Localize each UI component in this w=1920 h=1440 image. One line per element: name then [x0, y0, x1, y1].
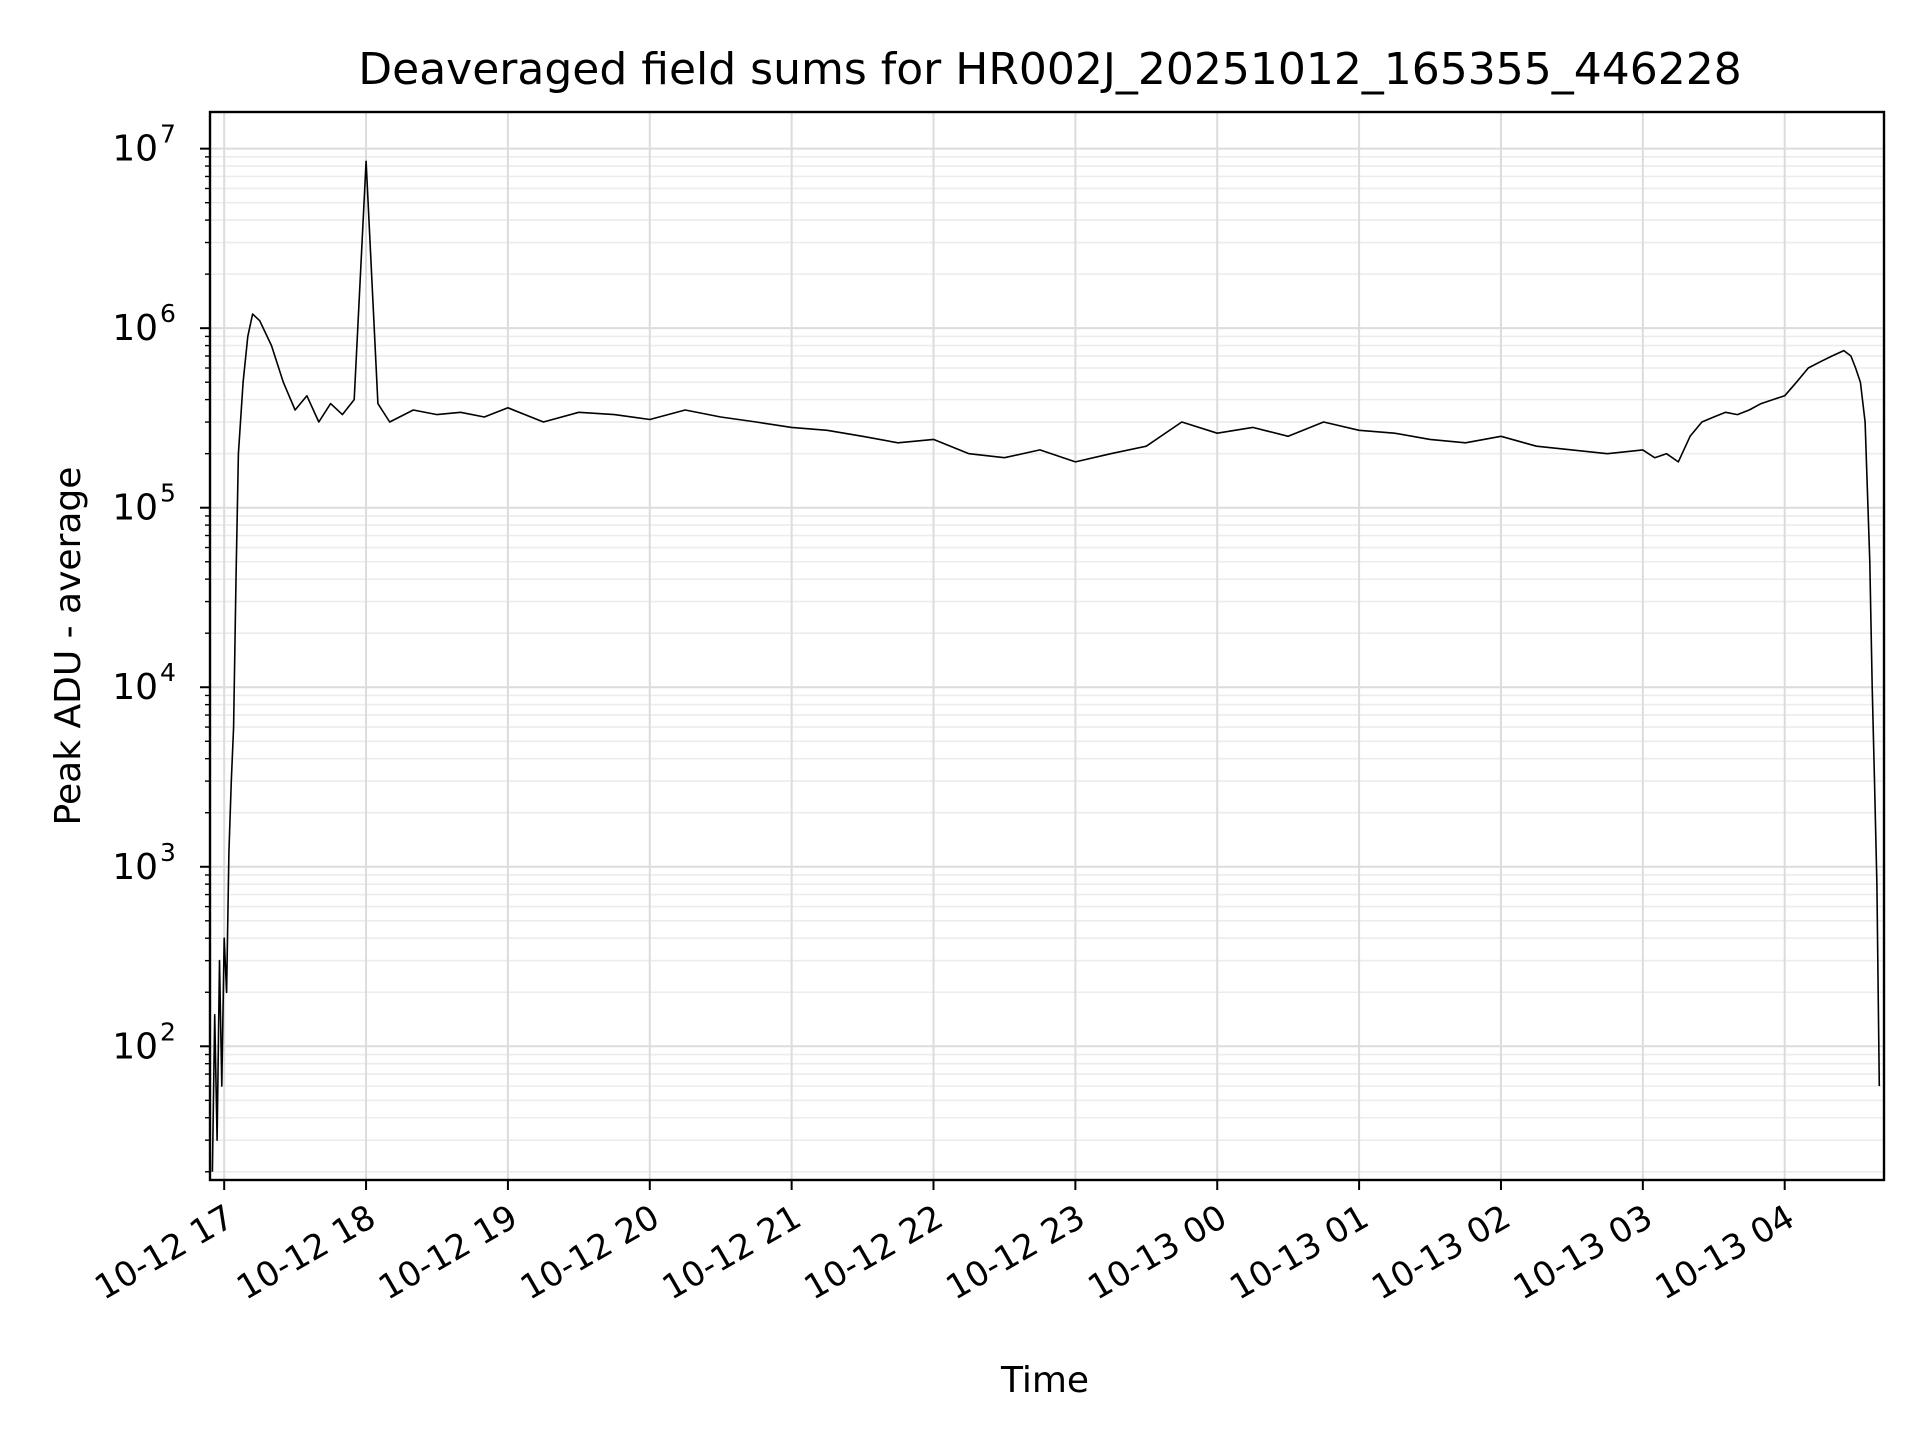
y-tick-exponent: 4: [160, 658, 176, 687]
chart-title: Deaveraged field sums for HR002J_2025101…: [358, 44, 1742, 95]
plot-frame: [208, 110, 1886, 1182]
x-tick-label: 10-13 01: [1223, 1197, 1375, 1308]
y-axis-label: Peak ADU - average: [48, 467, 89, 826]
x-tick-label: 10-13 02: [1365, 1197, 1517, 1308]
y-tick-label: 10: [112, 308, 158, 349]
x-tick-label: 10-12 22: [798, 1197, 950, 1308]
x-tick-label: 10-12 17: [88, 1197, 240, 1308]
y-tick-exponent: 5: [160, 479, 176, 508]
x-tick-label: 10-12 19: [372, 1197, 524, 1308]
x-tick-label: 10-12 20: [514, 1197, 666, 1308]
y-tick-label: 10: [112, 1026, 158, 1067]
x-tick-label: 10-13 00: [1081, 1197, 1233, 1308]
y-tick-exponent: 2: [160, 1017, 176, 1046]
grid: [210, 112, 1884, 1180]
y-tick-exponent: 6: [160, 299, 176, 328]
y-tick-label: 10: [112, 847, 158, 888]
series-line: [211, 160, 1881, 1172]
y-tick-label: 10: [112, 129, 158, 170]
x-tick-label: 10-12 23: [939, 1197, 1091, 1308]
y-tick-label: 10: [112, 667, 158, 708]
x-tick-label: 10-12 21: [656, 1197, 808, 1308]
y-tick-exponent: 7: [160, 120, 176, 149]
x-tick-label: 10-13 04: [1649, 1197, 1801, 1308]
series: [211, 160, 1881, 1172]
x-tick-label: 10-13 03: [1507, 1197, 1659, 1308]
y-tick-exponent: 3: [160, 838, 176, 867]
y-tick-label: 10: [112, 488, 158, 529]
x-tick-label: 10-12 18: [230, 1197, 382, 1308]
x-axis-label: Time: [1000, 1360, 1089, 1401]
